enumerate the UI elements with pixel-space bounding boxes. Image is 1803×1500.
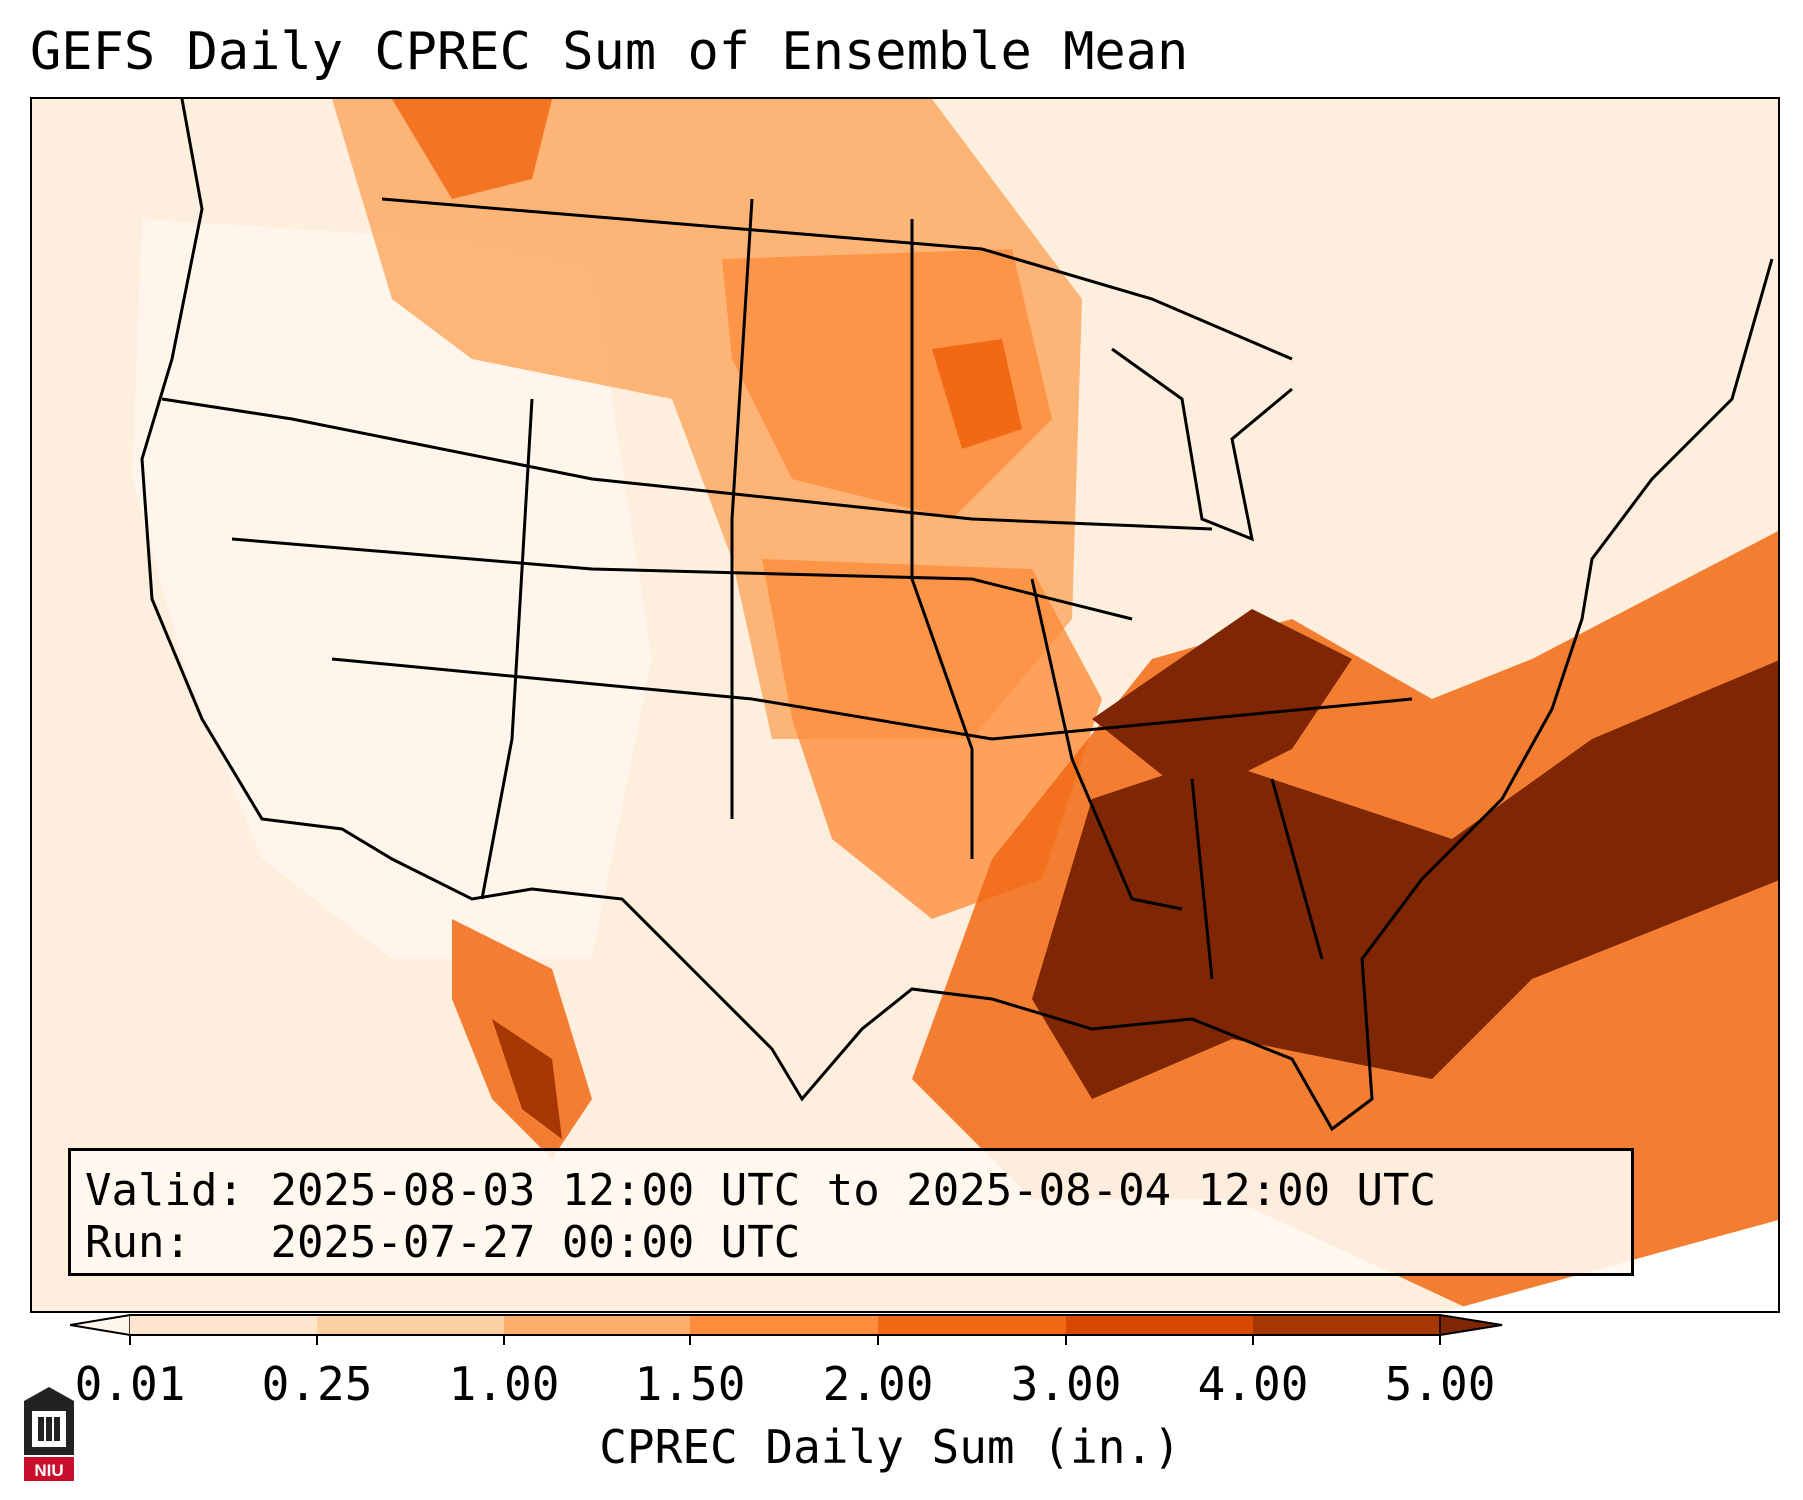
colorbar-tick-label: 2.00 xyxy=(822,1357,934,1411)
state-line-south xyxy=(331,657,1413,741)
state-line-vertical-5 xyxy=(1190,778,1214,980)
run-row: Run: 2025-07-27 00:00 UTC xyxy=(85,1217,1617,1269)
state-line-vertical-1 xyxy=(480,398,534,900)
mexico-max xyxy=(492,1019,562,1139)
minnesota-max xyxy=(932,339,1022,449)
colorbar-extend-low xyxy=(70,1314,131,1336)
colorbar-tick-label: 5.00 xyxy=(1384,1357,1496,1411)
state-line-north xyxy=(161,397,1213,531)
colorbar-label: CPREC Daily Sum (in.) xyxy=(599,1420,1181,1474)
state-line-vertical-3 xyxy=(910,219,974,859)
upper-midwest-region xyxy=(722,249,1052,519)
colorbar-tick-label: 0.25 xyxy=(261,1357,373,1411)
colorbar-extend-high xyxy=(1439,1314,1503,1336)
run-info-box: Valid: 2025-08-03 12:00 UTC to 2025-08-0… xyxy=(68,1148,1634,1276)
colorbar-segment xyxy=(1066,1315,1253,1335)
northwest-max xyxy=(392,99,552,199)
valid-value: 2025-08-03 12:00 UTC to 2025-08-04 12:00… xyxy=(270,1165,1437,1216)
gulf-atlantic-max xyxy=(1032,660,1778,1099)
us-outline xyxy=(140,99,1774,1132)
colorbar-tick-label: 0.01 xyxy=(74,1357,186,1411)
colorbar-tick-label: 4.00 xyxy=(1197,1357,1309,1411)
run-label: Run: xyxy=(85,1217,191,1268)
state-line-vertical-2 xyxy=(730,198,754,819)
ohio-valley-max xyxy=(1092,609,1352,799)
map-canvas xyxy=(32,99,1778,1311)
precipitation-map xyxy=(30,97,1780,1313)
colorbar-tick-label: 1.50 xyxy=(634,1357,746,1411)
state-line-mid xyxy=(231,537,1133,621)
state-line-vertical-6 xyxy=(1270,778,1324,960)
colorbar xyxy=(70,1314,1503,1345)
colorbar-tick-label: 1.00 xyxy=(448,1357,560,1411)
colorbar-segment xyxy=(1253,1315,1440,1335)
svg-text:NIU: NIU xyxy=(34,1461,63,1480)
run-value: 2025-07-27 00:00 UTC xyxy=(270,1217,801,1268)
state-line-vertical-4 xyxy=(1030,578,1183,911)
map-title: GEFS Daily CPREC Sum of Ensemble Mean xyxy=(30,22,1189,82)
west-light-region xyxy=(132,219,652,959)
colorbar-segment xyxy=(878,1315,1066,1335)
colorbar-segment xyxy=(130,1315,317,1335)
niu-logo: NIU xyxy=(24,1387,74,1481)
valid-label: Valid: xyxy=(85,1165,244,1216)
valid-row: Valid: 2025-08-03 12:00 UTC to 2025-08-0… xyxy=(85,1165,1617,1217)
colorbar-segment xyxy=(690,1315,878,1335)
boundaries xyxy=(140,99,1774,1132)
great-lakes-outline xyxy=(1111,347,1293,542)
colorbar-segment xyxy=(504,1315,690,1335)
canada-border xyxy=(381,197,1293,361)
colorbar-tick-label: 3.00 xyxy=(1010,1357,1122,1411)
colorbar-segment xyxy=(317,1315,504,1335)
